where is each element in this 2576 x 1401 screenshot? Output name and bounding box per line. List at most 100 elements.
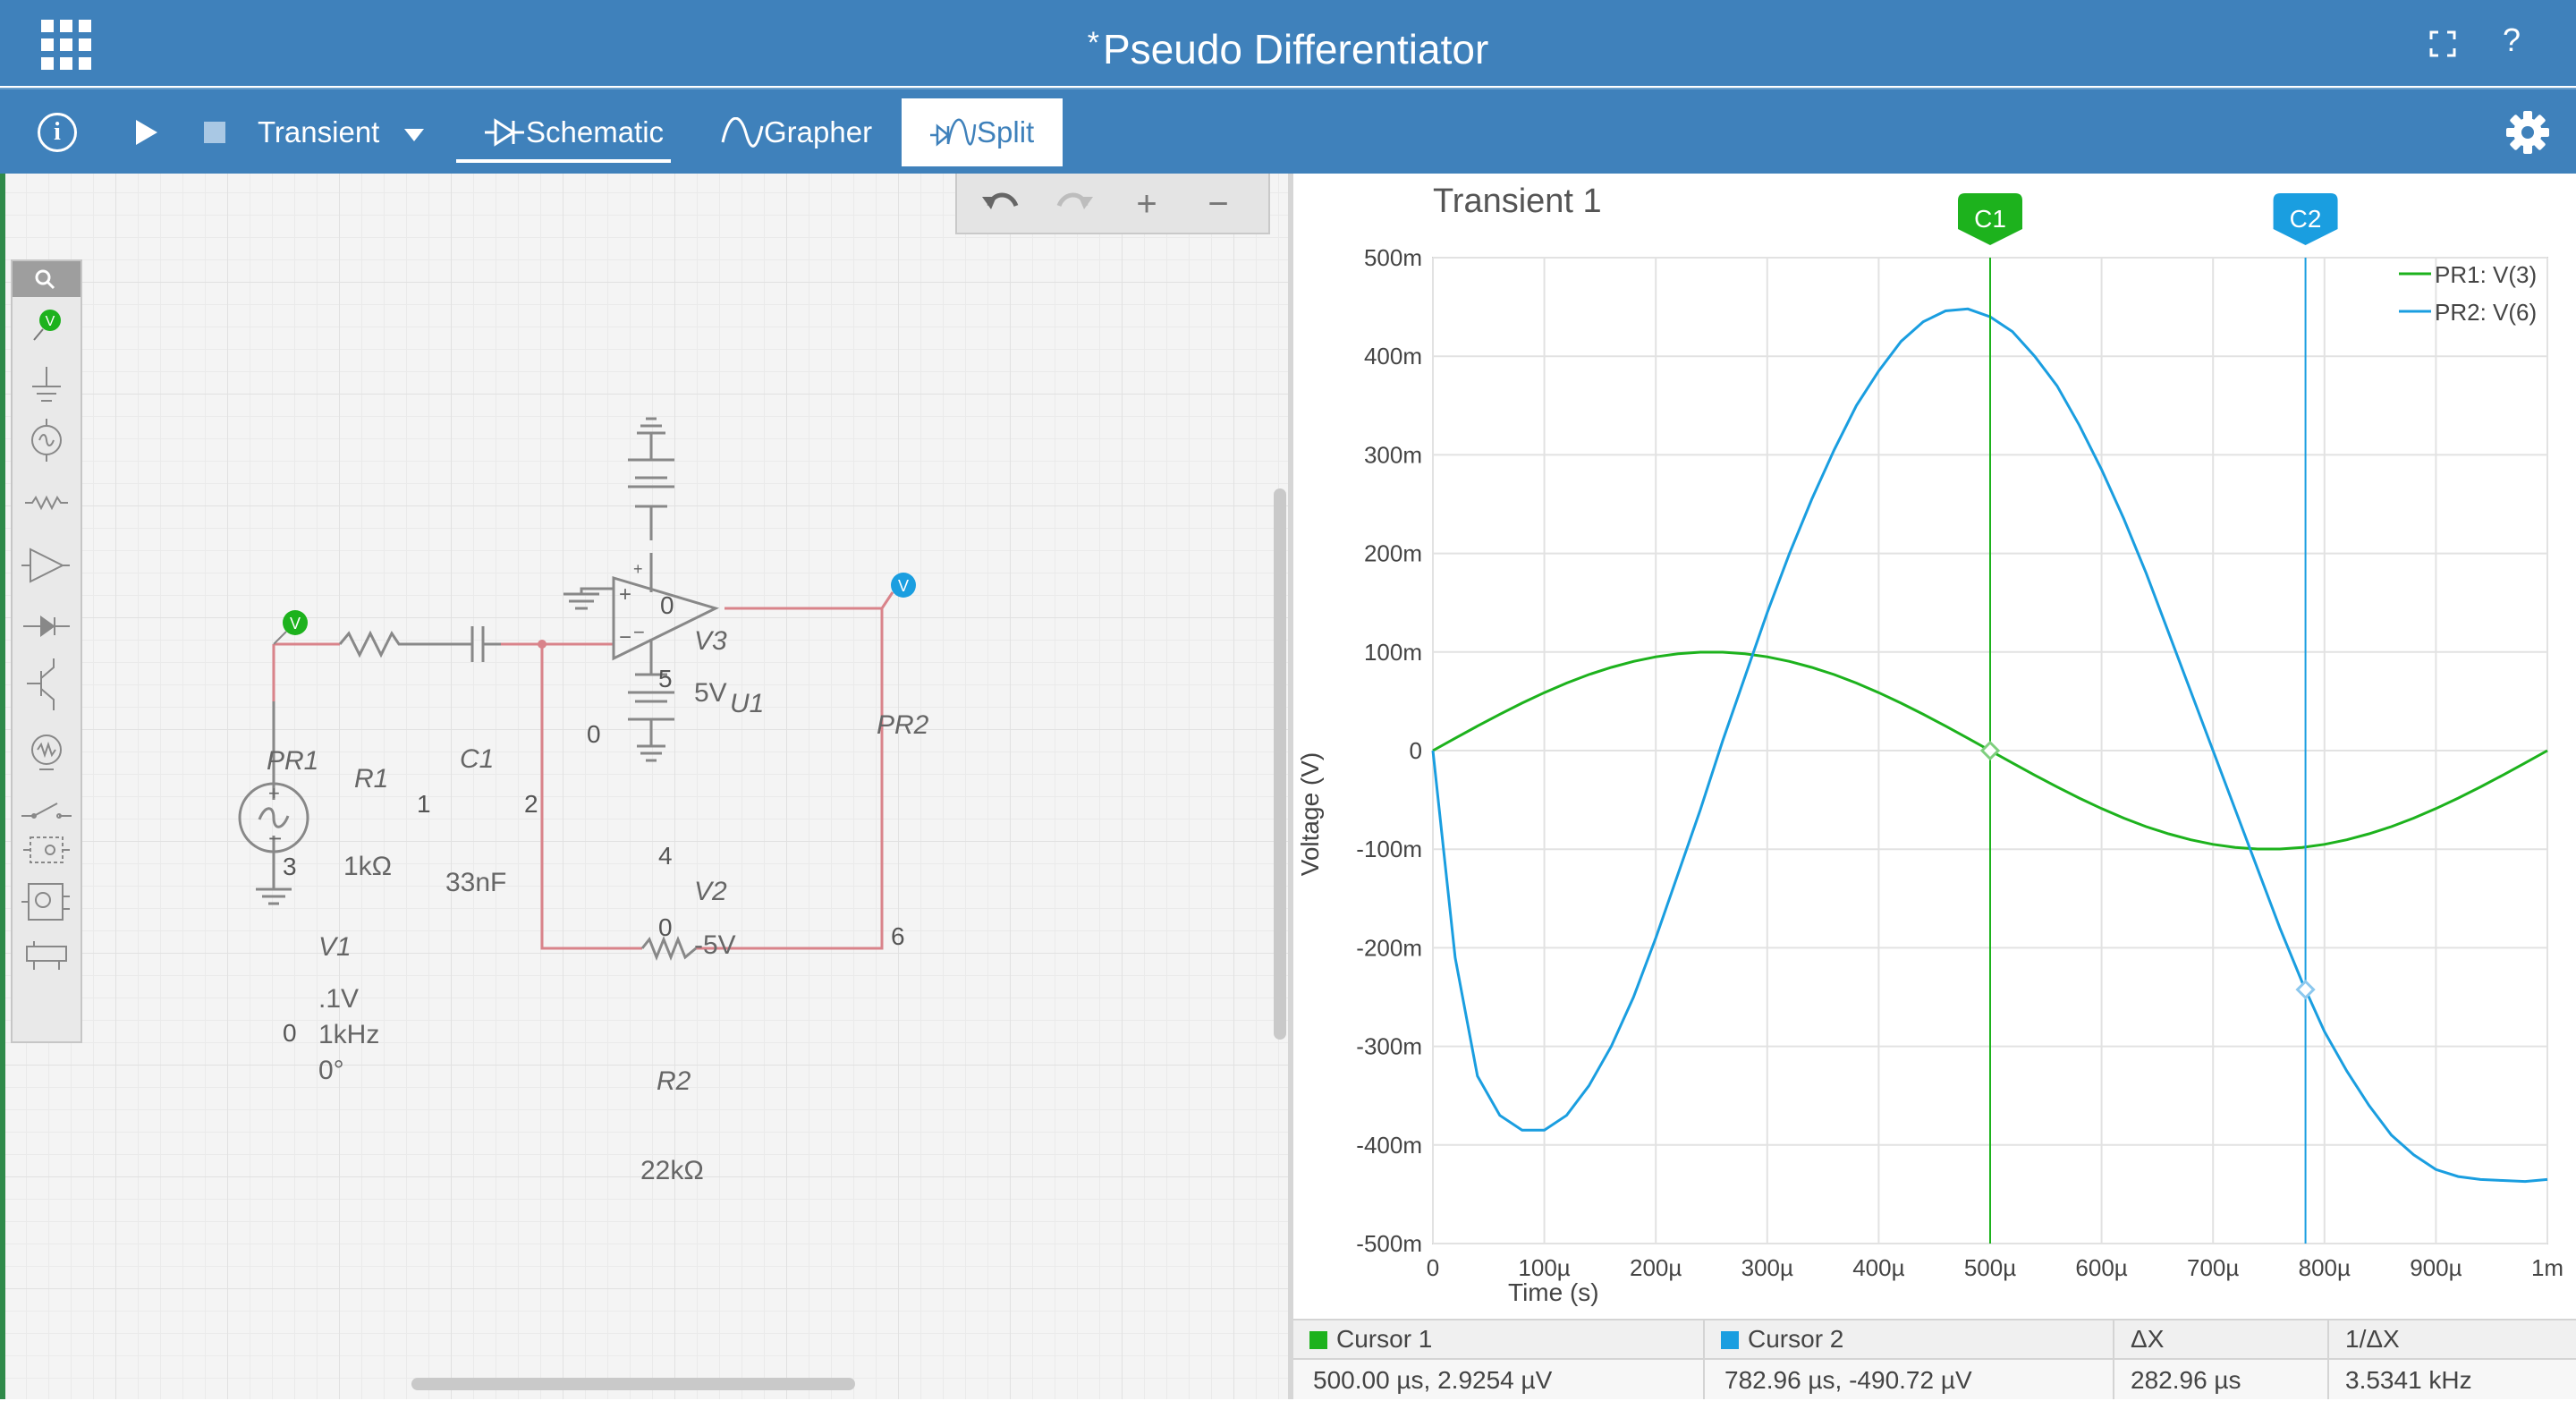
y-tick-label: -400m <box>1356 1132 1422 1159</box>
logic-icon[interactable] <box>26 941 67 970</box>
tab-schematic-label: Schematic <box>526 115 665 149</box>
node-numbers: 0 1 2 3 4 5 6 0 0 0 <box>283 591 905 1047</box>
y-tick-label: 0 <box>1410 737 1422 764</box>
component-palette: V <box>11 259 82 1043</box>
pr2-label: PR2 <box>877 710 929 740</box>
switch-icon[interactable] <box>21 802 72 819</box>
pane-splitter[interactable] <box>1288 174 1293 1399</box>
v2-value: -5V <box>694 930 736 960</box>
tab-schematic[interactable]: Schematic <box>483 98 664 166</box>
y-tick-label: 100m <box>1364 639 1422 666</box>
ac-source-icon[interactable] <box>31 419 62 462</box>
cursor2-value: 782.96 µs, -490.72 µV <box>1705 1358 2114 1399</box>
undo-icon[interactable] <box>975 183 1029 225</box>
probe-pr1-glyph: V <box>290 615 301 633</box>
x-tick-label: 400µ <box>1852 1254 1904 1281</box>
meter-icon[interactable] <box>21 883 70 921</box>
x-tick-label: 900µ <box>2410 1254 2462 1281</box>
node-5: 5 <box>658 665 673 692</box>
y-tick-label: -200m <box>1356 934 1422 961</box>
ground-icon[interactable] <box>32 367 61 402</box>
x-tick-label: 800µ <box>2299 1254 2351 1281</box>
probe-pr2-glyph: V <box>898 577 909 595</box>
fullscreen-icon[interactable] <box>2429 30 2456 57</box>
cursor-flag-label-1: C1 <box>1974 205 2006 233</box>
x-tick-label: 1m <box>2531 1254 2563 1281</box>
node-2: 2 <box>524 790 538 818</box>
redo-icon[interactable] <box>1046 183 1100 225</box>
tab-grapher-label: Grapher <box>764 115 873 149</box>
chart-cursors[interactable]: C1 C2 <box>1958 193 2338 1244</box>
toolbar: i Transient Schematic Grapher Split <box>0 88 2576 174</box>
transistor-icon[interactable] <box>27 658 55 710</box>
transient-chart[interactable]: 500m 400m 300m 200m 100m 0 -100m -200m -300m -400… <box>1293 174 2576 1319</box>
unsaved-marker: * <box>1087 26 1099 60</box>
probe-pr1[interactable]: V <box>273 610 308 645</box>
ic-icon[interactable] <box>23 836 70 863</box>
svg-text:+: + <box>633 560 643 578</box>
cursor-flag-2 <box>2273 193 2338 245</box>
palette-search-icon[interactable] <box>13 261 80 297</box>
y-tick-label: 500m <box>1364 244 1422 271</box>
node-4: 4 <box>658 842 673 870</box>
probe-icon[interactable]: V <box>33 310 61 341</box>
tab-grapher[interactable]: Grapher <box>721 98 872 166</box>
circuit-diagram: +− +− + − V V PR <box>238 417 929 1185</box>
node-0-v2: 0 <box>658 913 673 941</box>
document-title: Pseudo Differentiator <box>1102 26 1489 72</box>
probe-pr2[interactable]: V <box>891 573 916 598</box>
node-0-v3: 0 <box>660 591 674 619</box>
schematic-icon <box>485 118 524 147</box>
v1-source-symbol[interactable]: + − <box>238 782 309 853</box>
schematic-canvas[interactable]: + − V <box>0 174 1288 1399</box>
tab-schematic-underline <box>456 159 671 163</box>
svg-text:−: − <box>268 825 282 852</box>
opamp-icon[interactable] <box>21 548 70 583</box>
app-menu-grid-icon[interactable] <box>41 20 91 70</box>
resistor-icon[interactable] <box>25 495 68 511</box>
lamp-icon[interactable] <box>31 734 62 770</box>
horizontal-scrollbar[interactable] <box>411 1378 855 1390</box>
zoom-out-icon[interactable]: − <box>1208 184 1229 224</box>
cursor-marker-1 <box>1979 740 2001 761</box>
inverse-delta-x-value: 3.5341 kHz <box>2329 1358 2576 1399</box>
v3-value: 5V <box>694 678 727 708</box>
x-axis-ticks: 0 100µ 200µ 300µ 400µ 500µ 600µ 700µ 800µ 900µ 1m <box>1427 1254 2563 1281</box>
cursor-flag-1 <box>1958 193 2022 245</box>
help-icon[interactable]: ? <box>2503 21 2521 58</box>
split-view-icon <box>930 118 977 147</box>
waveform-icon <box>721 116 764 148</box>
graph-title: Transient 1 <box>1433 183 1602 220</box>
node-6: 6 <box>891 922 905 950</box>
svg-text:+: + <box>268 782 280 804</box>
node-0-opamp: 0 <box>587 720 601 748</box>
edit-toolbar: + − <box>955 174 1270 234</box>
x-axis-label: Time (s) <box>1508 1278 1599 1306</box>
diode-icon[interactable] <box>23 616 70 637</box>
c1-value: 33nF <box>445 868 506 897</box>
vertical-scrollbar[interactable] <box>1274 488 1286 1040</box>
cursor2-header: Cursor 2 <box>1705 1320 2114 1358</box>
zoom-in-icon[interactable]: + <box>1136 184 1157 224</box>
analysis-dropdown-icon[interactable] <box>404 129 424 141</box>
grapher-pane: Transient 1 500m 400m 300m 200m 100m 0 -100m -2… <box>1293 174 2576 1399</box>
gear-icon[interactable] <box>2504 109 2551 156</box>
v1-frequency: 1kHz <box>318 1020 379 1049</box>
info-icon[interactable]: i <box>38 113 77 152</box>
tab-split[interactable]: Split <box>902 98 1063 166</box>
analysis-type-label[interactable]: Transient <box>258 115 380 149</box>
y-tick-label: 300m <box>1364 441 1422 468</box>
delta-x-header: ΔX <box>2114 1320 2329 1358</box>
y-axis-label: Voltage (V) <box>1296 752 1324 877</box>
inverse-delta-x-header: 1/ΔX <box>2329 1320 2576 1358</box>
run-simulation-icon[interactable] <box>136 120 157 145</box>
pr1-label: PR1 <box>267 746 318 776</box>
legend-label-1: PR1: V(3) <box>2435 261 2537 288</box>
svg-text:−: − <box>619 625 631 650</box>
svg-text:+: + <box>619 582 631 607</box>
stop-simulation-icon[interactable] <box>204 122 225 143</box>
node-3: 3 <box>283 853 297 880</box>
r1-value: 1kΩ <box>343 852 392 881</box>
cursor-flag-label-2: C2 <box>2290 205 2322 233</box>
c1-label: C1 <box>460 744 494 774</box>
